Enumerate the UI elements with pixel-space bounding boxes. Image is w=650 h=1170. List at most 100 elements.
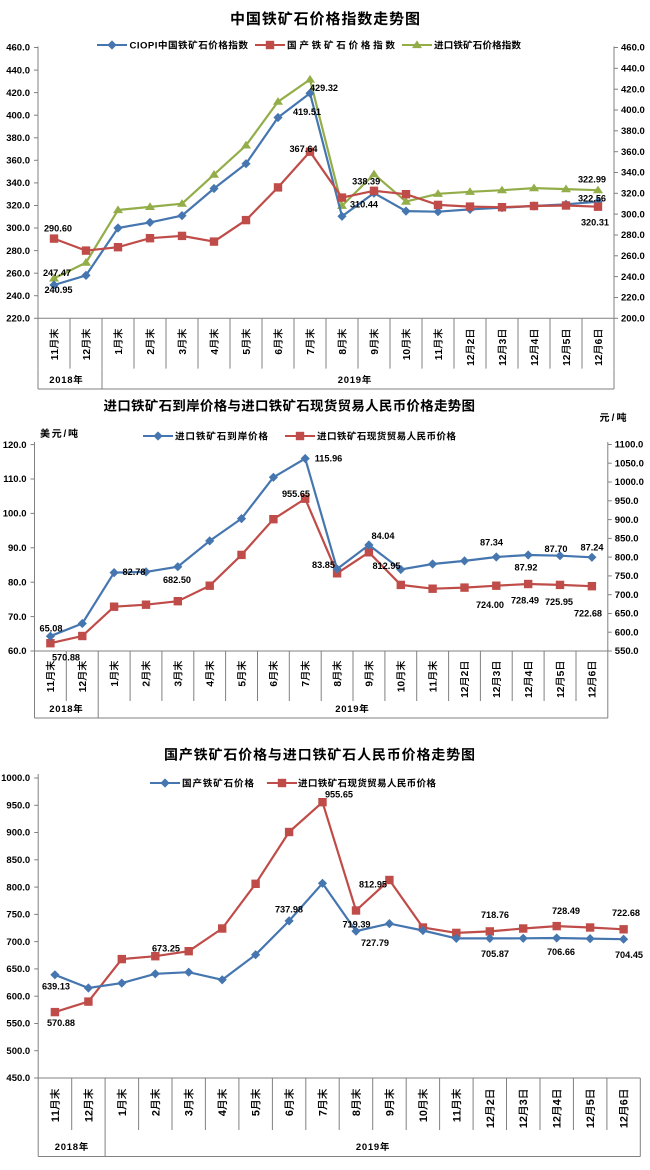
svg-text:300.0: 300.0 bbox=[621, 209, 645, 220]
svg-text:12: 12 bbox=[466, 354, 477, 366]
svg-text:3: 3 bbox=[178, 349, 189, 355]
svg-text:280.0: 280.0 bbox=[621, 230, 645, 241]
svg-text:380.0: 380.0 bbox=[6, 133, 30, 144]
svg-text:2018: 2018 bbox=[49, 704, 72, 715]
svg-text:5: 5 bbox=[242, 349, 253, 355]
svg-text:706.66: 706.66 bbox=[547, 947, 575, 957]
svg-text:2018: 2018 bbox=[49, 375, 72, 386]
svg-text:955.65: 955.65 bbox=[325, 789, 353, 799]
svg-text:727.79: 727.79 bbox=[361, 938, 389, 948]
svg-text:87.92: 87.92 bbox=[515, 562, 538, 572]
svg-text:220.0: 220.0 bbox=[621, 293, 645, 304]
svg-text:12: 12 bbox=[588, 686, 599, 698]
svg-text:110.0: 110.0 bbox=[3, 474, 26, 485]
svg-text:600.0: 600.0 bbox=[6, 991, 30, 1002]
svg-text:5: 5 bbox=[251, 1110, 263, 1116]
svg-text:1000.0: 1000.0 bbox=[1, 773, 30, 784]
svg-text:550.0: 550.0 bbox=[6, 1019, 30, 1030]
svg-text:84.04: 84.04 bbox=[372, 531, 396, 541]
svg-text:800.0: 800.0 bbox=[6, 882, 30, 893]
svg-text:10: 10 bbox=[397, 681, 408, 693]
svg-text:200.0: 200.0 bbox=[621, 314, 645, 325]
svg-text:700.0: 700.0 bbox=[615, 590, 639, 601]
svg-text:6: 6 bbox=[594, 338, 605, 344]
svg-text:419.51: 419.51 bbox=[293, 107, 321, 117]
svg-text:600.0: 600.0 bbox=[615, 627, 639, 638]
svg-text:367.64: 367.64 bbox=[289, 144, 318, 154]
svg-text:2019: 2019 bbox=[356, 1142, 379, 1153]
svg-text:12: 12 bbox=[518, 1116, 530, 1128]
svg-text:/: / bbox=[64, 429, 67, 440]
svg-text:722.68: 722.68 bbox=[574, 608, 602, 618]
svg-text:4: 4 bbox=[552, 1099, 564, 1105]
svg-text:639.13: 639.13 bbox=[42, 981, 70, 991]
svg-text:3: 3 bbox=[518, 1099, 530, 1105]
svg-text:10: 10 bbox=[418, 1110, 430, 1122]
svg-text:11: 11 bbox=[428, 681, 439, 693]
svg-text:1: 1 bbox=[117, 1110, 129, 1116]
svg-text:900.0: 900.0 bbox=[6, 828, 30, 839]
svg-text:400.0: 400.0 bbox=[6, 110, 30, 121]
svg-text:280.0: 280.0 bbox=[6, 246, 30, 257]
svg-text:2019: 2019 bbox=[338, 375, 361, 386]
svg-text:322.99: 322.99 bbox=[578, 174, 606, 184]
svg-text:3: 3 bbox=[184, 1110, 196, 1116]
svg-text:12: 12 bbox=[498, 354, 509, 366]
svg-text:718.76: 718.76 bbox=[481, 910, 509, 920]
svg-text:8: 8 bbox=[333, 681, 344, 687]
svg-text:12: 12 bbox=[524, 686, 535, 698]
svg-text:450.0: 450.0 bbox=[6, 1073, 30, 1084]
svg-text:812.95: 812.95 bbox=[372, 561, 400, 571]
svg-text:12: 12 bbox=[530, 354, 541, 366]
svg-text:120.0: 120.0 bbox=[3, 440, 27, 451]
svg-text:955.65: 955.65 bbox=[282, 489, 310, 499]
svg-text:5: 5 bbox=[556, 670, 567, 676]
svg-text:340.0: 340.0 bbox=[6, 178, 30, 189]
svg-text:87.70: 87.70 bbox=[545, 544, 568, 554]
svg-text:1: 1 bbox=[110, 681, 121, 687]
svg-text:300.0: 300.0 bbox=[6, 223, 30, 234]
svg-text:87.34: 87.34 bbox=[480, 537, 504, 547]
svg-text:65.08: 65.08 bbox=[40, 623, 63, 633]
svg-text:247.47: 247.47 bbox=[43, 268, 71, 278]
svg-text:310.44: 310.44 bbox=[350, 199, 379, 209]
svg-text:360.0: 360.0 bbox=[6, 156, 30, 167]
svg-text:/: / bbox=[612, 413, 615, 424]
svg-text:12: 12 bbox=[460, 686, 471, 698]
svg-text:7: 7 bbox=[301, 681, 312, 687]
svg-text:500.0: 500.0 bbox=[6, 1046, 30, 1057]
svg-text:5: 5 bbox=[237, 681, 248, 687]
svg-text:9: 9 bbox=[365, 681, 376, 687]
svg-text:70.0: 70.0 bbox=[8, 612, 27, 623]
svg-text:11: 11 bbox=[451, 1110, 463, 1122]
svg-text:11: 11 bbox=[50, 1110, 62, 1122]
svg-text:12: 12 bbox=[492, 686, 503, 698]
svg-text:12: 12 bbox=[619, 1116, 631, 1128]
svg-text:12: 12 bbox=[556, 686, 567, 698]
svg-text:12: 12 bbox=[83, 1110, 95, 1122]
svg-text:6: 6 bbox=[588, 670, 599, 676]
svg-text:2018: 2018 bbox=[55, 1142, 78, 1153]
svg-text:8: 8 bbox=[351, 1110, 363, 1116]
svg-text:2: 2 bbox=[146, 349, 157, 355]
svg-text:2: 2 bbox=[142, 681, 153, 687]
svg-text:12: 12 bbox=[78, 681, 89, 693]
svg-text:2: 2 bbox=[460, 670, 471, 676]
svg-text:570.88: 570.88 bbox=[47, 1018, 75, 1028]
svg-text:3: 3 bbox=[492, 670, 503, 676]
svg-text:5: 5 bbox=[562, 338, 573, 344]
svg-text:220.0: 220.0 bbox=[6, 314, 30, 325]
svg-text:750.0: 750.0 bbox=[6, 910, 30, 921]
svg-text:360.0: 360.0 bbox=[621, 147, 645, 158]
svg-text:240.0: 240.0 bbox=[6, 291, 30, 302]
svg-text:1050.0: 1050.0 bbox=[615, 458, 644, 469]
svg-text:950.0: 950.0 bbox=[6, 801, 30, 812]
svg-text:12: 12 bbox=[585, 1116, 597, 1128]
svg-text:83.85: 83.85 bbox=[312, 560, 335, 570]
svg-text:90.0: 90.0 bbox=[8, 543, 27, 554]
svg-text:87.24: 87.24 bbox=[581, 542, 605, 552]
svg-text:850.0: 850.0 bbox=[615, 534, 639, 545]
svg-text:12: 12 bbox=[562, 354, 573, 366]
svg-text:115.96: 115.96 bbox=[315, 453, 343, 463]
svg-text:11: 11 bbox=[46, 681, 57, 693]
